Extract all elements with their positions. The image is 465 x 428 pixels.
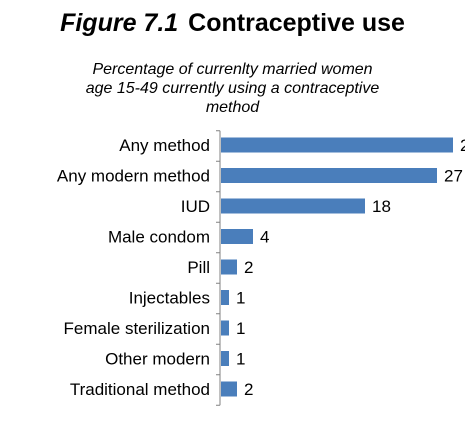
- figure-title-text: Contraceptive use: [188, 9, 405, 37]
- bar: [221, 381, 237, 397]
- category-label: Other modern: [105, 350, 210, 369]
- bar: [221, 290, 229, 305]
- category-label: Any modern method: [57, 167, 210, 186]
- bar: [221, 320, 229, 336]
- data-label: 4: [260, 228, 269, 247]
- data-label: 27: [444, 167, 463, 186]
- chart-subtitle: Percentage of currenlty married women ag…: [0, 60, 465, 117]
- category-label: Traditional method: [70, 380, 210, 399]
- bar: [221, 229, 253, 244]
- category-label: Male condom: [108, 228, 210, 247]
- bar: [221, 137, 453, 153]
- bar: [221, 198, 365, 214]
- bar: [221, 168, 437, 183]
- category-label: Any method: [119, 136, 210, 155]
- subtitle-line-3: method: [205, 99, 260, 116]
- bar: [221, 259, 237, 275]
- data-label: 18: [372, 197, 391, 216]
- data-label: 2: [244, 380, 253, 399]
- category-label: Injectables: [129, 289, 210, 308]
- figure-number: Figure 7.1: [60, 9, 179, 37]
- category-label: Female sterilization: [64, 319, 210, 338]
- category-label: IUD: [181, 197, 210, 216]
- data-label: 1: [236, 350, 245, 369]
- bar: [221, 351, 229, 366]
- subtitle-line-1: Percentage of currenlty married women: [92, 61, 373, 78]
- category-label: Pill: [187, 258, 210, 277]
- data-label: 1: [236, 289, 245, 308]
- data-label: 2: [244, 258, 253, 277]
- subtitle-line-2: age 15-49 currently using a contraceptiv…: [85, 80, 380, 97]
- data-label: 29: [460, 136, 465, 155]
- figure-title: Figure 7.1 Contraceptive use: [0, 8, 465, 38]
- data-label: 1: [236, 319, 245, 338]
